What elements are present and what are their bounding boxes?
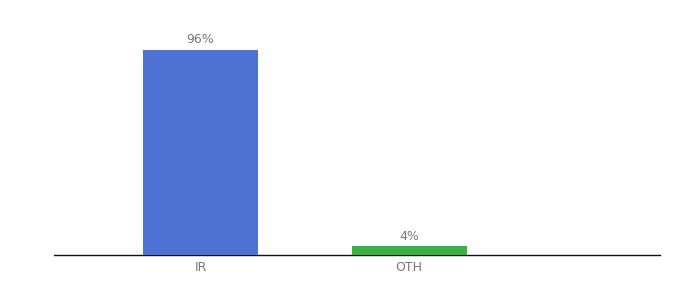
Text: 4%: 4%: [399, 230, 419, 243]
Bar: [352, 246, 466, 255]
Bar: [143, 50, 258, 255]
Text: 96%: 96%: [186, 34, 214, 46]
